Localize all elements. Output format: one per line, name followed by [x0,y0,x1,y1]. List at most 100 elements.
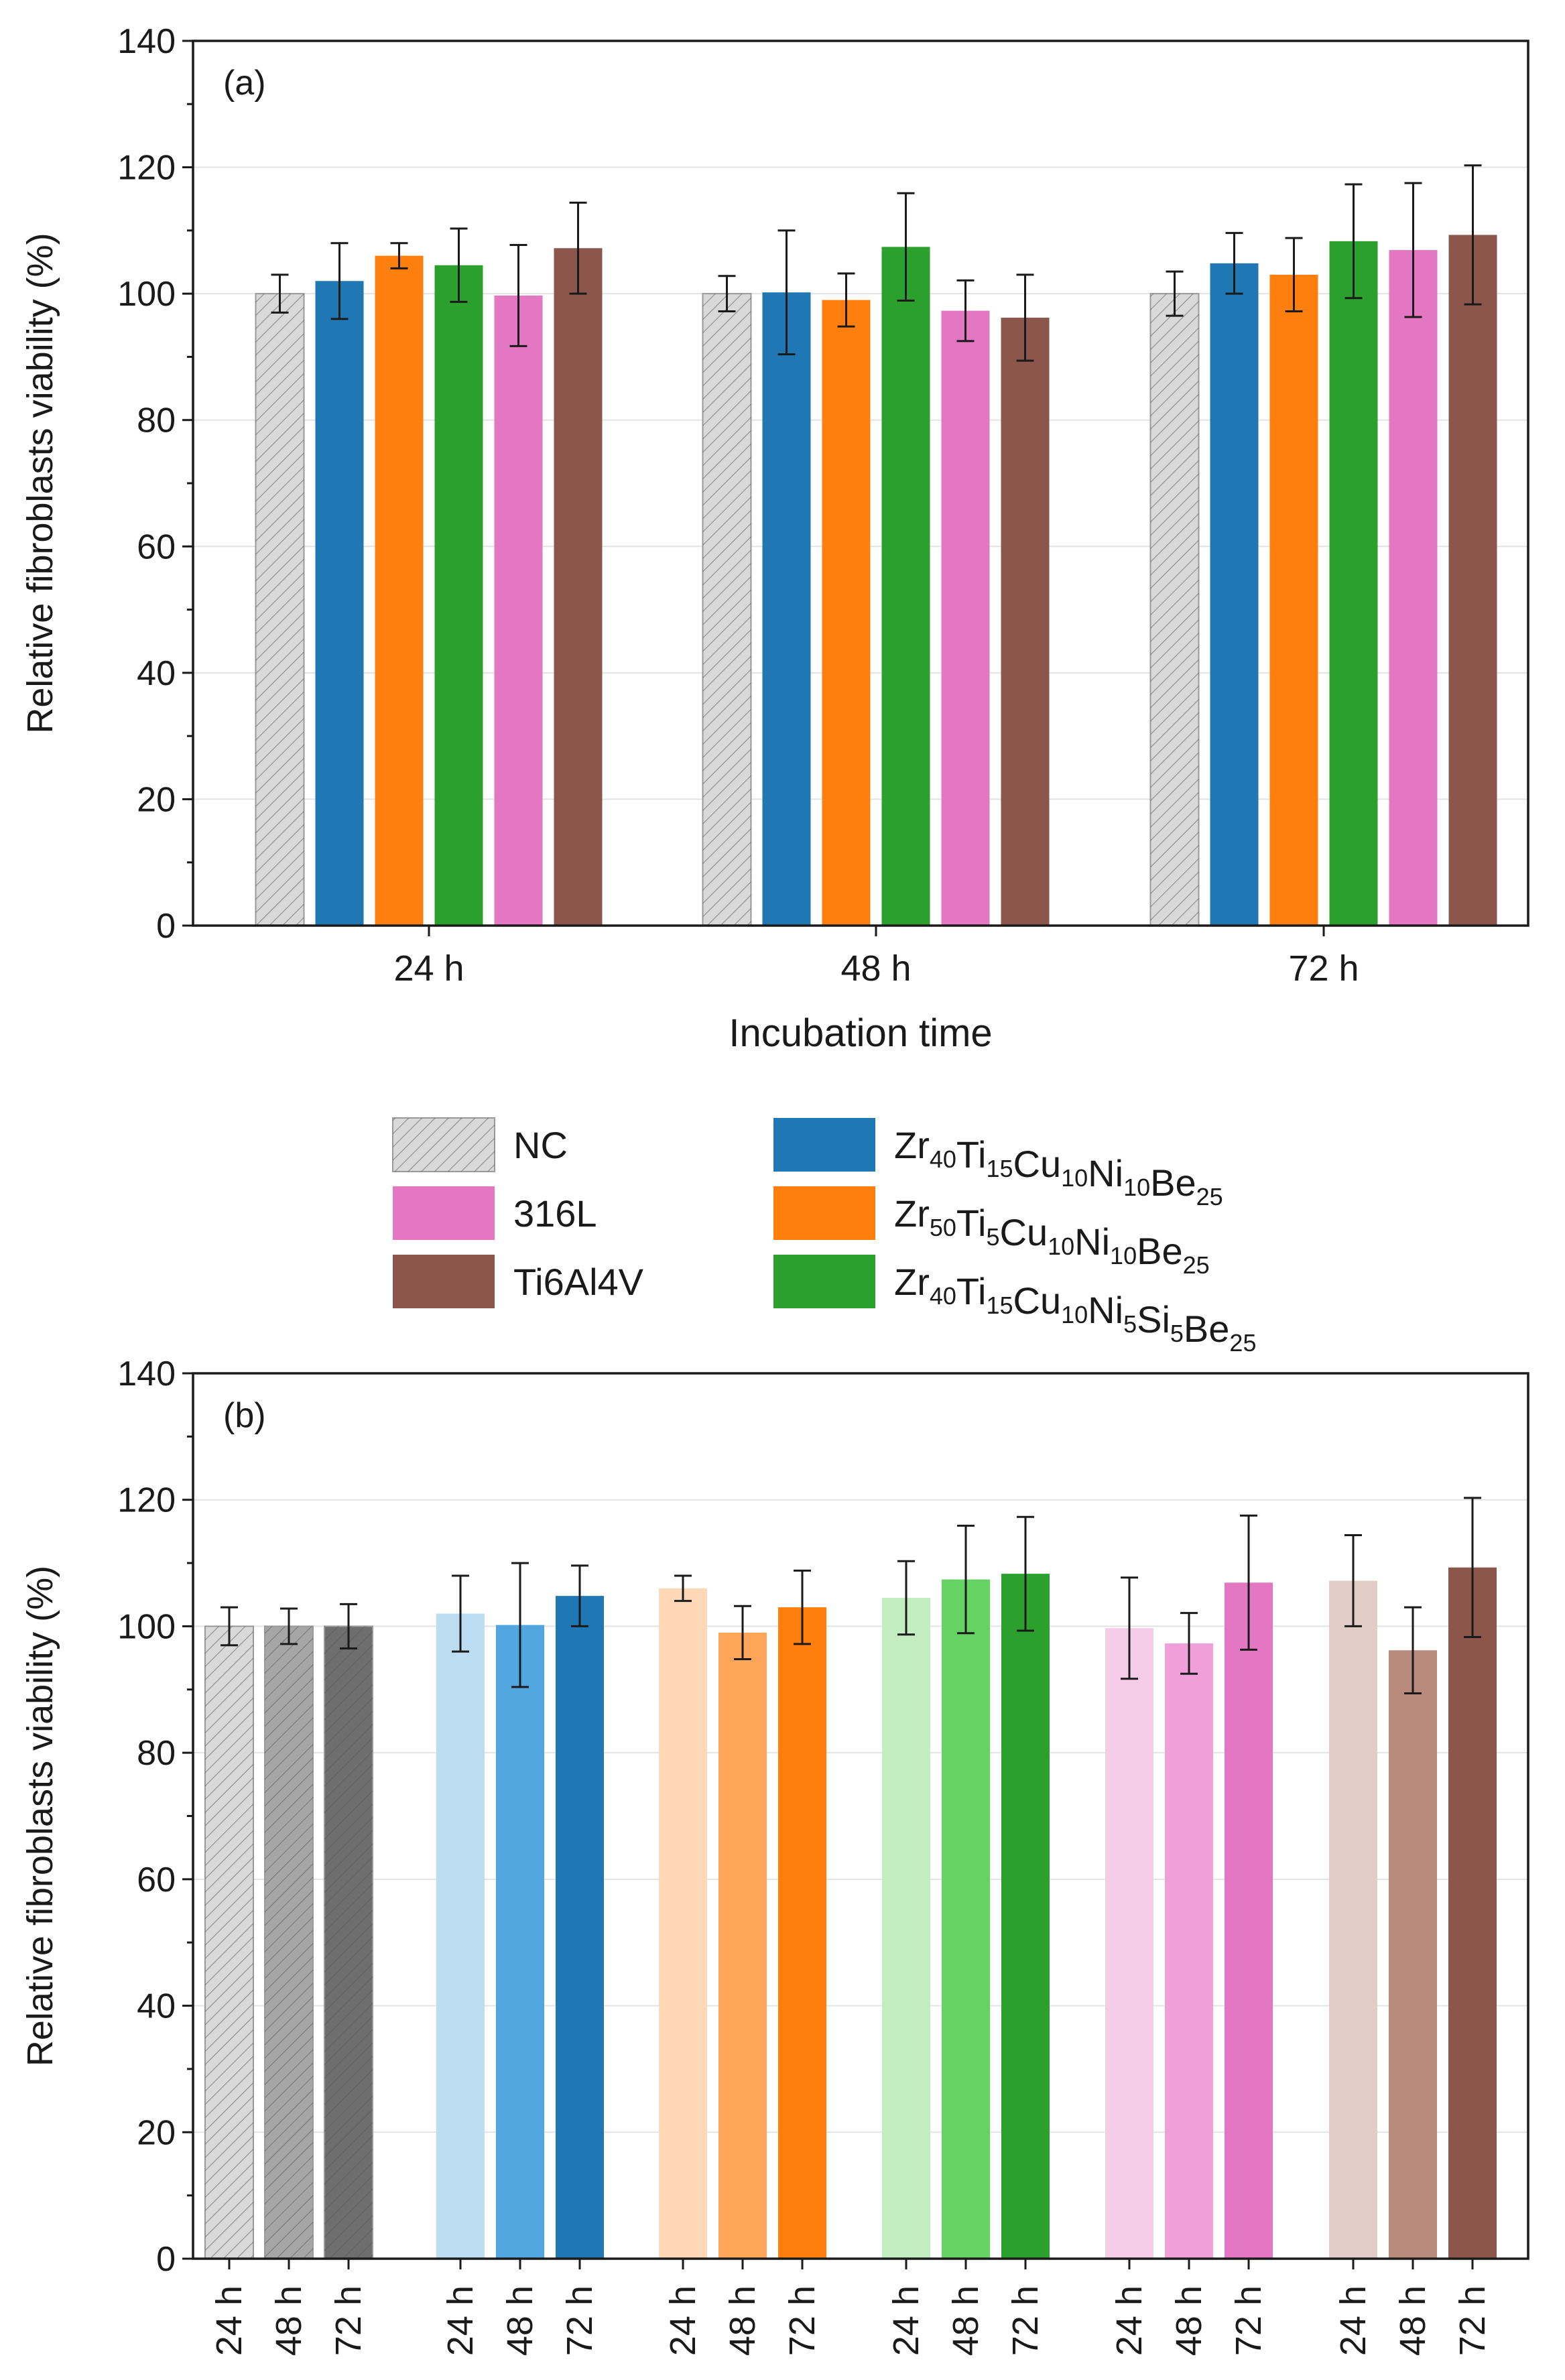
formula-subscript: 25 [1183,1251,1210,1279]
bar-hatch [1150,294,1199,926]
bar [822,300,871,926]
y-tick-label: 0 [156,2240,176,2279]
x-tick-label: 48 h [269,2285,309,2356]
x-tick-label: 48 h [840,948,911,989]
formula-element: Cu [1013,1143,1062,1185]
x-tick-label: 24 h [440,2285,481,2356]
x-tick-label: 48 h [723,2285,763,2356]
x-tick-label: 24 h [1333,2285,1373,2356]
formula-element: Si [1137,1298,1170,1340]
legend-entry: Zr50Ti5Cu10Ni10Be25 [773,1186,1210,1279]
y-axis-label: Relative fibroblasts viability (%) [20,233,60,733]
legend-swatch [393,1186,495,1240]
formula-element: NC [513,1124,568,1166]
x-tick-label: 24 h [393,948,464,989]
y-tick-label: 120 [117,149,176,188]
x-tick-label: 72 h [328,2285,369,2356]
x-tick-label: 48 h [500,2285,540,2356]
y-tick-label: 100 [117,275,176,314]
y-axis-label: Relative fibroblasts viability (%) [20,1566,60,2066]
formula-element: Cu [1013,1279,1062,1322]
y-tick-label: 20 [137,780,176,819]
x-tick-label: 24 h [1109,2285,1149,2356]
y-tick-label: 140 [117,1355,176,1393]
formula-element: Ti [956,1270,987,1312]
bar [436,1613,485,2259]
y-tick-label: 0 [156,907,176,946]
formula-subscript: 5 [986,1223,999,1251]
bar [1165,1643,1213,2259]
bar-hatch [324,1626,373,2259]
x-tick-label: 72 h [1005,2285,1046,2356]
formula-element: Be [1137,1230,1183,1272]
x-tick-label: 24 h [886,2285,926,2356]
bar [1105,1628,1153,2259]
panel-label: (b) [223,1396,266,1435]
formula-subscript: 40 [930,1282,956,1310]
formula-subscript: 10 [1061,1301,1088,1328]
x-tick-label: 72 h [560,2285,600,2356]
x-tick-label: 72 h [782,2285,822,2356]
y-tick-label: 140 [117,22,176,61]
formula-element: Ti [956,1133,987,1176]
legend-label: NC [513,1124,568,1166]
legend-swatch [773,1186,875,1240]
bar [1448,235,1497,926]
panel-a-plot: 0 20 40 60 80 100 120 140 Relative fibroblasts v… [20,22,1529,1055]
bar-hatch [255,294,304,926]
legend-swatch [393,1255,495,1308]
bar [881,247,930,926]
x-tick-label: 24 h [209,2285,249,2356]
bar [762,292,811,926]
formula-element: Zr [894,1124,930,1166]
y-tick-label: 120 [117,1481,176,1520]
bar [882,1597,930,2259]
x-axis-label: Incubation time [729,1011,992,1055]
bar-hatch [702,294,751,926]
formula-element: Be [1150,1162,1196,1204]
bar [556,1596,604,2259]
formula-subscript: 10 [1123,1174,1150,1201]
bar [1329,1580,1377,2259]
x-tick-label: 48 h [946,2285,986,2356]
bar [1269,274,1318,926]
panel-b-plot: 0 20 40 60 80 100 120 140 Relative fibroblasts v… [20,1355,1529,2356]
bar [434,265,483,926]
bar [1001,317,1050,926]
bar [778,1607,826,2259]
legend-swatch-hatch [393,1118,495,1172]
bar [718,1632,767,2259]
x-tick-label: 72 h [1229,2285,1269,2356]
formula-subscript: 15 [986,1292,1013,1319]
formula-element: Zr [894,1192,930,1235]
legend-swatch [773,1118,875,1172]
legend-label: Ti6Al4V [513,1261,644,1303]
y-tick-label: 60 [137,527,176,566]
x-tick-label: 48 h [1393,2285,1433,2356]
legend-label: 316L [513,1192,597,1235]
y-tick-label: 80 [137,401,176,440]
bar [375,255,424,926]
bar [659,1588,707,2259]
y-tick-label: 60 [137,1861,176,1899]
formula-subscript: 25 [1229,1329,1256,1357]
y-tick-label: 40 [137,1987,176,2026]
formula-subscript: 10 [1061,1164,1088,1192]
legend-entry: NC [392,1117,568,1172]
legend-label: Zr40Ti15Cu10Ni10Be25 [894,1124,1223,1210]
formula-subscript: 10 [1110,1242,1137,1269]
legend-label: Zr40Ti15Cu10Ni5Si5Be25 [894,1261,1256,1357]
legend: NC316LTi6Al4VZr40Ti15Cu10Ni10Be25Zr50Ti5… [392,1117,1256,1357]
bar-hatch [265,1626,313,2259]
legend-label: Zr50Ti5Cu10Ni10Be25 [894,1192,1210,1279]
bar-hatch [205,1626,253,2259]
y-tick-label: 20 [137,2113,176,2152]
formula-element: Ni [1088,1152,1123,1194]
plot-frame [192,1372,1529,2260]
y-tick-label: 80 [137,1734,176,1773]
bar [494,295,543,926]
bar [1225,1582,1273,2259]
bar [1329,241,1378,926]
formula-element: Ti [956,1202,987,1244]
